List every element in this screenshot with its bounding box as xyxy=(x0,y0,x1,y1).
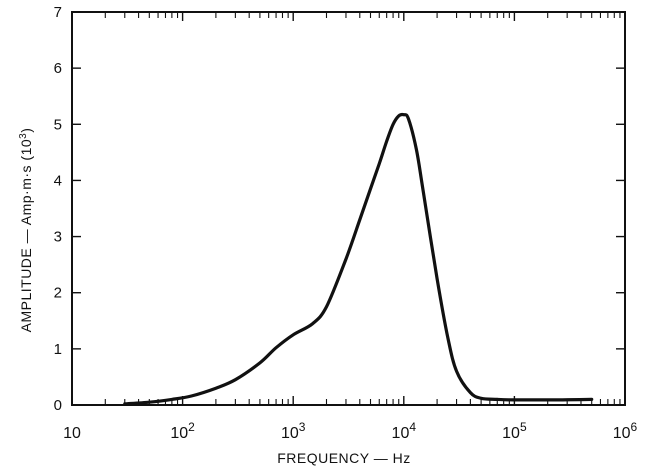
x-tick-label-exponent: 3 xyxy=(299,420,306,434)
amplitude-curve xyxy=(123,112,594,406)
y-tick-label: 0 xyxy=(54,397,62,414)
y-tick-label: 7 xyxy=(54,4,62,21)
x-tick-label-base: 10 xyxy=(392,425,410,442)
ticks-layer xyxy=(71,11,626,406)
y-axis-title-superscript: 3 xyxy=(18,133,29,139)
x-axis-title: FREQUENCY — Hz xyxy=(277,450,411,466)
x-tick-label-base: 10 xyxy=(613,425,631,442)
y-tick-label: 6 xyxy=(54,60,62,77)
x-tick-label: 105 xyxy=(502,420,527,442)
series-layer xyxy=(123,112,594,406)
x-tick-label-exponent: 5 xyxy=(520,420,527,434)
y-tick-label: 5 xyxy=(54,116,62,133)
x-tick-label-exponent: 2 xyxy=(188,420,195,434)
y-tick-label: 3 xyxy=(54,229,62,246)
y-tick-label: 1 xyxy=(54,341,62,358)
x-tick-label-base: 10 xyxy=(63,425,81,442)
y-tick-label: 2 xyxy=(54,285,62,302)
axes-layer xyxy=(71,11,626,406)
x-tick-label-exponent: 6 xyxy=(631,420,638,434)
x-tick-label-base: 10 xyxy=(170,425,188,442)
x-tick-label-exponent: 4 xyxy=(409,420,416,434)
x-tick-label-base: 10 xyxy=(502,425,520,442)
y-axis-title-suffix: ) xyxy=(18,128,34,133)
x-tick-label: 104 xyxy=(392,420,417,442)
x-tick-label: 102 xyxy=(170,420,195,442)
x-tick-label: 10 xyxy=(63,425,81,442)
y-axis-title: AMPLITUDE — Amp·m·s (103) xyxy=(18,128,35,333)
x-tick-label-base: 10 xyxy=(281,425,299,442)
x-tick-label: 103 xyxy=(281,420,306,442)
y-axis-title-main: AMPLITUDE — Amp·m·s (10 xyxy=(18,139,34,333)
x-tick-label: 106 xyxy=(613,420,638,442)
y-tick-label: 4 xyxy=(54,172,62,189)
plot-frame xyxy=(71,11,626,406)
